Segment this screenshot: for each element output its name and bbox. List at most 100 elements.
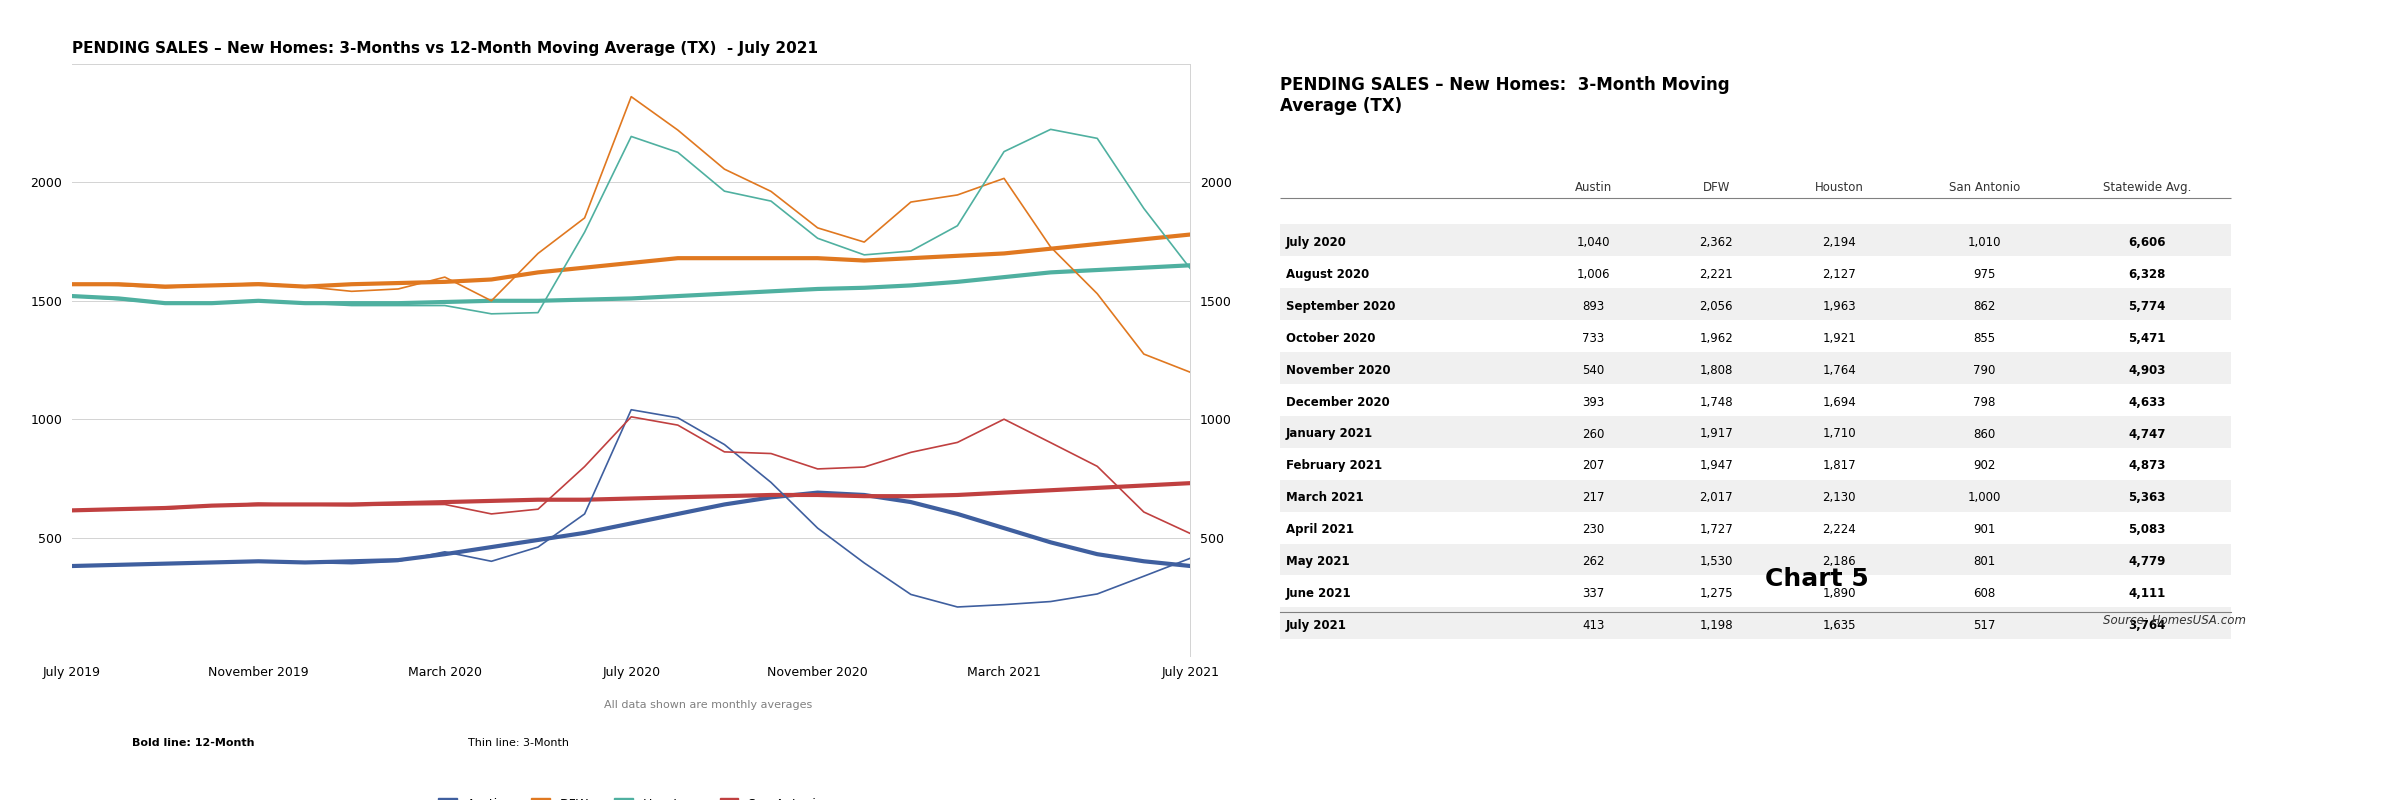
Text: 1,694: 1,694	[1822, 395, 1855, 409]
Text: 393: 393	[1582, 395, 1603, 409]
Text: 217: 217	[1582, 491, 1603, 505]
Text: February 2021: February 2021	[1286, 459, 1382, 473]
Text: 902: 902	[1973, 459, 1997, 473]
Text: 2,221: 2,221	[1699, 268, 1733, 281]
Text: 1,748: 1,748	[1699, 395, 1733, 409]
Text: July 2020: July 2020	[1286, 236, 1346, 249]
Text: Austin: Austin	[1574, 182, 1613, 194]
Text: 1,817: 1,817	[1822, 459, 1855, 473]
Text: December 2020: December 2020	[1286, 395, 1390, 409]
Text: 2,056: 2,056	[1699, 300, 1733, 313]
FancyBboxPatch shape	[1279, 352, 2230, 384]
Text: 4,903: 4,903	[2129, 363, 2165, 377]
Text: 862: 862	[1973, 300, 1997, 313]
Text: PENDING SALES – New Homes: 3-Months vs 12-Month Moving Average (TX)  - July 2021: PENDING SALES – New Homes: 3-Months vs 1…	[72, 41, 818, 56]
Text: All data shown are monthly averages: All data shown are monthly averages	[605, 700, 811, 710]
Text: 2,194: 2,194	[1822, 236, 1855, 249]
Text: San Antonio: San Antonio	[1949, 182, 2021, 194]
FancyBboxPatch shape	[1279, 543, 2230, 575]
Text: 1,921: 1,921	[1822, 331, 1855, 345]
Text: January 2021: January 2021	[1286, 427, 1373, 441]
Text: 1,530: 1,530	[1699, 555, 1733, 568]
Text: 1,000: 1,000	[1968, 491, 2002, 505]
Text: May 2021: May 2021	[1286, 555, 1349, 568]
FancyBboxPatch shape	[1279, 320, 2230, 352]
Text: PENDING SALES – New Homes:  3-Month Moving
Average (TX): PENDING SALES – New Homes: 3-Month Movin…	[1279, 76, 1730, 114]
Text: 6,606: 6,606	[2129, 236, 2165, 249]
Text: 1,808: 1,808	[1699, 363, 1733, 377]
Text: 893: 893	[1582, 300, 1603, 313]
Text: 2,224: 2,224	[1822, 523, 1855, 537]
Text: 5,774: 5,774	[2129, 300, 2165, 313]
Text: 2,186: 2,186	[1822, 555, 1855, 568]
Text: 1,040: 1,040	[1577, 236, 1610, 249]
Text: 5,471: 5,471	[2129, 331, 2165, 345]
Text: 855: 855	[1973, 331, 1997, 345]
FancyBboxPatch shape	[1279, 575, 2230, 607]
Text: 1,198: 1,198	[1699, 619, 1733, 632]
FancyBboxPatch shape	[1279, 256, 2230, 288]
Text: 2,130: 2,130	[1822, 491, 1855, 505]
FancyBboxPatch shape	[1279, 479, 2230, 511]
Text: 5,083: 5,083	[2129, 523, 2165, 537]
Text: 1,963: 1,963	[1822, 300, 1855, 313]
Text: 540: 540	[1582, 363, 1603, 377]
Text: 2,127: 2,127	[1822, 268, 1855, 281]
Text: 733: 733	[1582, 331, 1603, 345]
Text: 207: 207	[1582, 459, 1603, 473]
FancyBboxPatch shape	[1279, 607, 2230, 639]
Text: Bold line: 12-Month: Bold line: 12-Month	[132, 738, 254, 747]
Text: 4,873: 4,873	[2129, 459, 2165, 473]
Text: Chart 5: Chart 5	[1764, 567, 1870, 591]
Text: 262: 262	[1582, 555, 1603, 568]
Text: 1,010: 1,010	[1968, 236, 2002, 249]
Text: November 2020: November 2020	[1286, 363, 1390, 377]
Text: 901: 901	[1973, 523, 1997, 537]
Text: 1,764: 1,764	[1822, 363, 1855, 377]
Text: 975: 975	[1973, 268, 1997, 281]
Text: 4,111: 4,111	[2129, 587, 2165, 600]
Text: Houston: Houston	[1814, 182, 1862, 194]
Text: 1,727: 1,727	[1699, 523, 1733, 537]
FancyBboxPatch shape	[1279, 511, 2230, 543]
Text: September 2020: September 2020	[1286, 300, 1394, 313]
Text: 3,764: 3,764	[2129, 619, 2165, 632]
Text: 2,362: 2,362	[1699, 236, 1733, 249]
FancyBboxPatch shape	[1279, 288, 2230, 320]
Text: 1,962: 1,962	[1699, 331, 1733, 345]
Text: April 2021: April 2021	[1286, 523, 1354, 537]
FancyBboxPatch shape	[1279, 384, 2230, 416]
Text: 1,710: 1,710	[1822, 427, 1855, 441]
FancyBboxPatch shape	[1279, 416, 2230, 448]
Text: 1,006: 1,006	[1577, 268, 1610, 281]
Text: 1,635: 1,635	[1822, 619, 1855, 632]
Text: Source: HomesUSA.com: Source: HomesUSA.com	[2102, 614, 2246, 627]
Text: Thin line: 3-Month: Thin line: 3-Month	[468, 738, 569, 747]
Text: 5,363: 5,363	[2129, 491, 2165, 505]
Text: 337: 337	[1582, 587, 1603, 600]
Text: 6,328: 6,328	[2129, 268, 2165, 281]
FancyBboxPatch shape	[1279, 224, 2230, 256]
Text: 230: 230	[1582, 523, 1603, 537]
Text: 1,275: 1,275	[1699, 587, 1733, 600]
Text: 1,917: 1,917	[1699, 427, 1733, 441]
Text: 1,890: 1,890	[1822, 587, 1855, 600]
Text: March 2021: March 2021	[1286, 491, 1363, 505]
Text: 2,017: 2,017	[1699, 491, 1733, 505]
Text: August 2020: August 2020	[1286, 268, 1368, 281]
Text: 860: 860	[1973, 427, 1997, 441]
Text: 4,747: 4,747	[2129, 427, 2165, 441]
Text: 413: 413	[1582, 619, 1603, 632]
Text: DFW: DFW	[1702, 182, 1730, 194]
Text: June 2021: June 2021	[1286, 587, 1351, 600]
Text: 4,779: 4,779	[2129, 555, 2165, 568]
Text: 517: 517	[1973, 619, 1997, 632]
Text: 798: 798	[1973, 395, 1997, 409]
Text: July 2021: July 2021	[1286, 619, 1346, 632]
Text: 260: 260	[1582, 427, 1603, 441]
FancyBboxPatch shape	[1279, 448, 2230, 479]
Text: 4,633: 4,633	[2129, 395, 2165, 409]
Text: Statewide Avg.: Statewide Avg.	[2102, 182, 2191, 194]
Text: October 2020: October 2020	[1286, 331, 1375, 345]
Text: 790: 790	[1973, 363, 1997, 377]
